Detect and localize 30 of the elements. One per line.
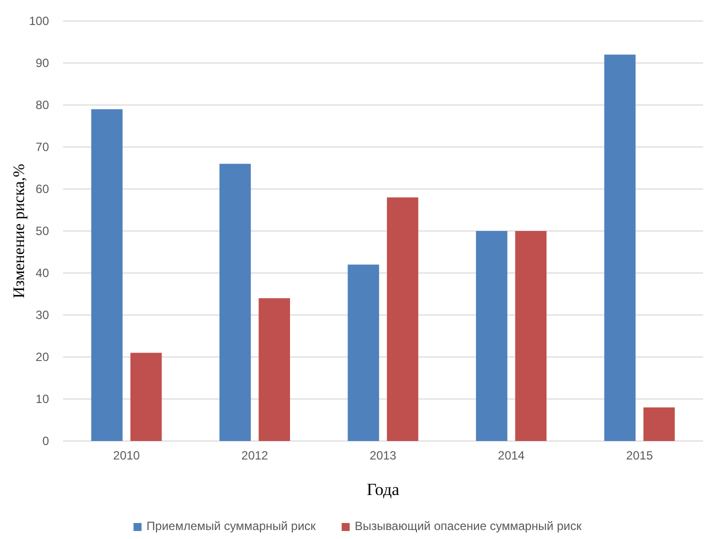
bar xyxy=(604,54,636,441)
y-tick-label: 100 xyxy=(28,14,50,28)
y-tick-label: 10 xyxy=(36,392,50,406)
y-tick-label: 40 xyxy=(36,266,50,280)
y-tick-label: 90 xyxy=(36,56,50,70)
bar xyxy=(476,231,508,441)
legend-label: Вызывающий опасение суммарный риск xyxy=(354,519,582,533)
x-tick-label: 2013 xyxy=(370,448,397,463)
bar xyxy=(643,407,675,441)
x-tick-label: 2010 xyxy=(113,448,140,463)
y-tick-label: 80 xyxy=(36,98,50,112)
bar xyxy=(258,298,290,441)
x-tick-label: 2012 xyxy=(241,448,268,463)
y-tick-label: 0 xyxy=(42,434,50,448)
bar xyxy=(515,231,547,441)
y-tick-label: 30 xyxy=(36,308,50,322)
bar xyxy=(348,264,380,441)
y-tick-label: 70 xyxy=(36,140,50,154)
y-tick-label: 20 xyxy=(36,350,50,364)
y-tick-label: 50 xyxy=(36,224,50,238)
legend-label: Приемлемый суммарный риск xyxy=(146,519,316,533)
bar xyxy=(386,197,418,441)
x-tick-label: 2014 xyxy=(498,448,525,463)
x-tick-label: 2015 xyxy=(626,448,654,463)
bar xyxy=(219,164,251,441)
x-axis-title: Года xyxy=(366,480,400,499)
y-axis-title: Изменение риска,% xyxy=(11,164,28,298)
bar xyxy=(130,352,162,441)
y-tick-label: 60 xyxy=(36,182,50,196)
bar xyxy=(91,109,123,441)
